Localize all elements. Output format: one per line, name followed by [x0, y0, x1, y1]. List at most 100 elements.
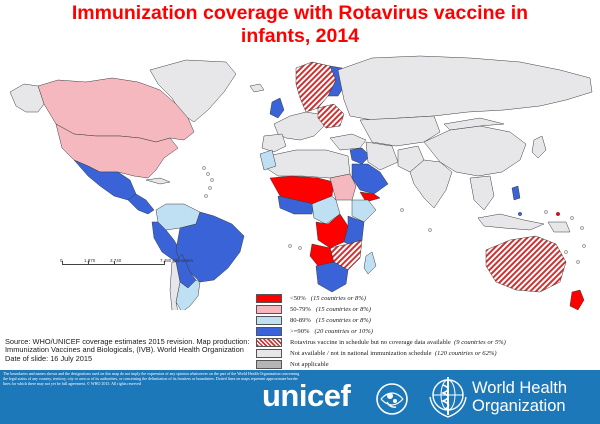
- region-indonesia: [477, 213, 545, 231]
- legend-text: Not applicable: [290, 361, 329, 368]
- legend-item-no-data: Rotavirus vaccine in schedule but no cov…: [256, 337, 506, 347]
- legend-note: (15 countries or 8%): [310, 294, 366, 302]
- scale-label: 0: [60, 258, 63, 263]
- legend-swatch: [256, 293, 282, 303]
- region-morocco: [259, 149, 277, 171]
- region-cuba: [145, 177, 171, 185]
- region-north-africa: [265, 149, 351, 179]
- source-line-2: Immunization Vaccines and Biologicals, (…: [5, 345, 244, 355]
- footer-banner: The boundaries and names shown and the d…: [0, 370, 600, 424]
- legend-text: <50% (15 countries or 8%): [290, 295, 366, 302]
- region-central-asia: [359, 115, 441, 147]
- island-marker: [210, 178, 214, 182]
- legend-swatch: [256, 337, 282, 347]
- scale-tick: [164, 261, 165, 265]
- region-alaska: [9, 83, 45, 113]
- region-scandinavia: [295, 61, 337, 113]
- world-map: [9, 55, 593, 310]
- region-yemen: [359, 191, 381, 203]
- island-marker: [204, 194, 208, 198]
- region-se-asia: [469, 175, 495, 211]
- island-marker: [564, 250, 568, 254]
- legend-item-80-89: 80-89% (15 countries or 8%): [256, 315, 371, 325]
- island-marker: [544, 210, 548, 214]
- source-line-3: Date of slide: 16 July 2015: [5, 353, 93, 363]
- title-line-2: infants, 2014: [240, 25, 360, 47]
- region-argentina: [175, 279, 201, 310]
- island-marker: [576, 260, 580, 264]
- region-chile: [169, 261, 181, 310]
- region-india: [409, 159, 453, 209]
- region-madagascar: [363, 251, 377, 275]
- region-sudan: [329, 173, 357, 201]
- legend-note: (120 countries or 62%): [434, 349, 497, 357]
- island-marker: [570, 216, 574, 220]
- island-marker: [580, 226, 584, 230]
- title-line-1: Immunization coverage with Rotavirus vac…: [71, 2, 529, 24]
- island-marker: [298, 246, 302, 250]
- unicef-emblem-icon: [376, 383, 408, 415]
- region-west-africa: [277, 195, 315, 215]
- island-marker: [428, 228, 432, 232]
- legend-item-lt50: <50% (15 countries or 8%): [256, 293, 366, 303]
- who-line-2: Organization: [472, 397, 566, 415]
- region-central-america: [127, 193, 155, 215]
- region-png: [547, 221, 571, 233]
- region-southern-africa: [315, 261, 349, 293]
- scale-tick: [114, 261, 115, 265]
- legend-item-gte90: >=90% (20 countries or 10%): [256, 326, 373, 336]
- legend-note: (15 countries or 8%): [315, 305, 371, 313]
- map-scale-bar: 0 1,870 3,740 7,480 kilometers: [58, 258, 198, 278]
- legend-swatch: [256, 326, 282, 336]
- island-marker: [400, 208, 404, 212]
- who-emblem-icon: [429, 377, 467, 418]
- island-marker: [518, 211, 523, 216]
- map-title: Immunization coverage with Rotavirus vac…: [0, 2, 600, 48]
- island-marker: [202, 166, 206, 170]
- region-japan: [531, 135, 547, 159]
- legend-label: Not available / not in national immuniza…: [290, 349, 432, 357]
- legend-swatch: [256, 304, 282, 314]
- scale-tick: [88, 261, 89, 265]
- who-logo-text: World Health Organization: [472, 379, 567, 415]
- scale-label: 3,740: [110, 258, 122, 263]
- legend-swatch: [256, 348, 282, 358]
- legend-label: Not applicable: [290, 360, 329, 368]
- island-marker: [288, 244, 292, 248]
- legend-item-not-applicable: Not applicable: [256, 359, 329, 369]
- region-australia: [485, 235, 567, 293]
- legend-item-50-79: 50-79% (15 countries or 8%): [256, 304, 371, 314]
- legend-label: Rotavirus vaccine in schedule but no cov…: [290, 338, 451, 346]
- legend-label: <50%: [290, 294, 306, 302]
- source-note: Source: WHO/UNICEF coverage estimates 20…: [5, 337, 280, 363]
- island-marker: [208, 186, 212, 190]
- region-horn-africa: [351, 199, 377, 223]
- region-philippines: [511, 185, 521, 201]
- region-saudi-arabia: [351, 163, 389, 195]
- region-eastern-europe: [317, 103, 345, 129]
- legend-text: Rotavirus vaccine in schedule but no cov…: [290, 339, 506, 346]
- legend-item-not-available: Not available / not in national immuniza…: [256, 348, 497, 358]
- scale-label: 1,870: [84, 258, 96, 263]
- legend-text: >=90% (20 countries or 10%): [290, 328, 373, 335]
- island-marker: [582, 244, 586, 248]
- scale-label: 7,480 kilometers: [160, 258, 194, 263]
- legend-label: >=90%: [290, 327, 310, 335]
- legend-note: (20 countries or 10%): [314, 327, 373, 335]
- legend-swatch: [256, 315, 282, 325]
- legend-swatch: [256, 359, 282, 369]
- unicef-logo: unicef: [262, 378, 351, 413]
- source-line-1: Source: WHO/UNICEF coverage estimates 20…: [5, 337, 250, 346]
- region-iran: [365, 141, 399, 171]
- legend-label: 80-89%: [290, 316, 311, 324]
- region-iraq-syria: [349, 147, 371, 165]
- region-iberia: [261, 133, 287, 153]
- region-uk: [269, 97, 285, 119]
- legend-note: (9 countries or 5%): [454, 338, 506, 346]
- disclaimer-text: The boundaries and names shown and the d…: [3, 371, 300, 386]
- region-russia: [337, 55, 593, 121]
- who-line-1: World Health: [472, 379, 568, 397]
- island-marker: [556, 211, 561, 216]
- region-mongolia: [443, 117, 505, 131]
- legend-text: 50-79% (15 countries or 8%): [290, 306, 371, 313]
